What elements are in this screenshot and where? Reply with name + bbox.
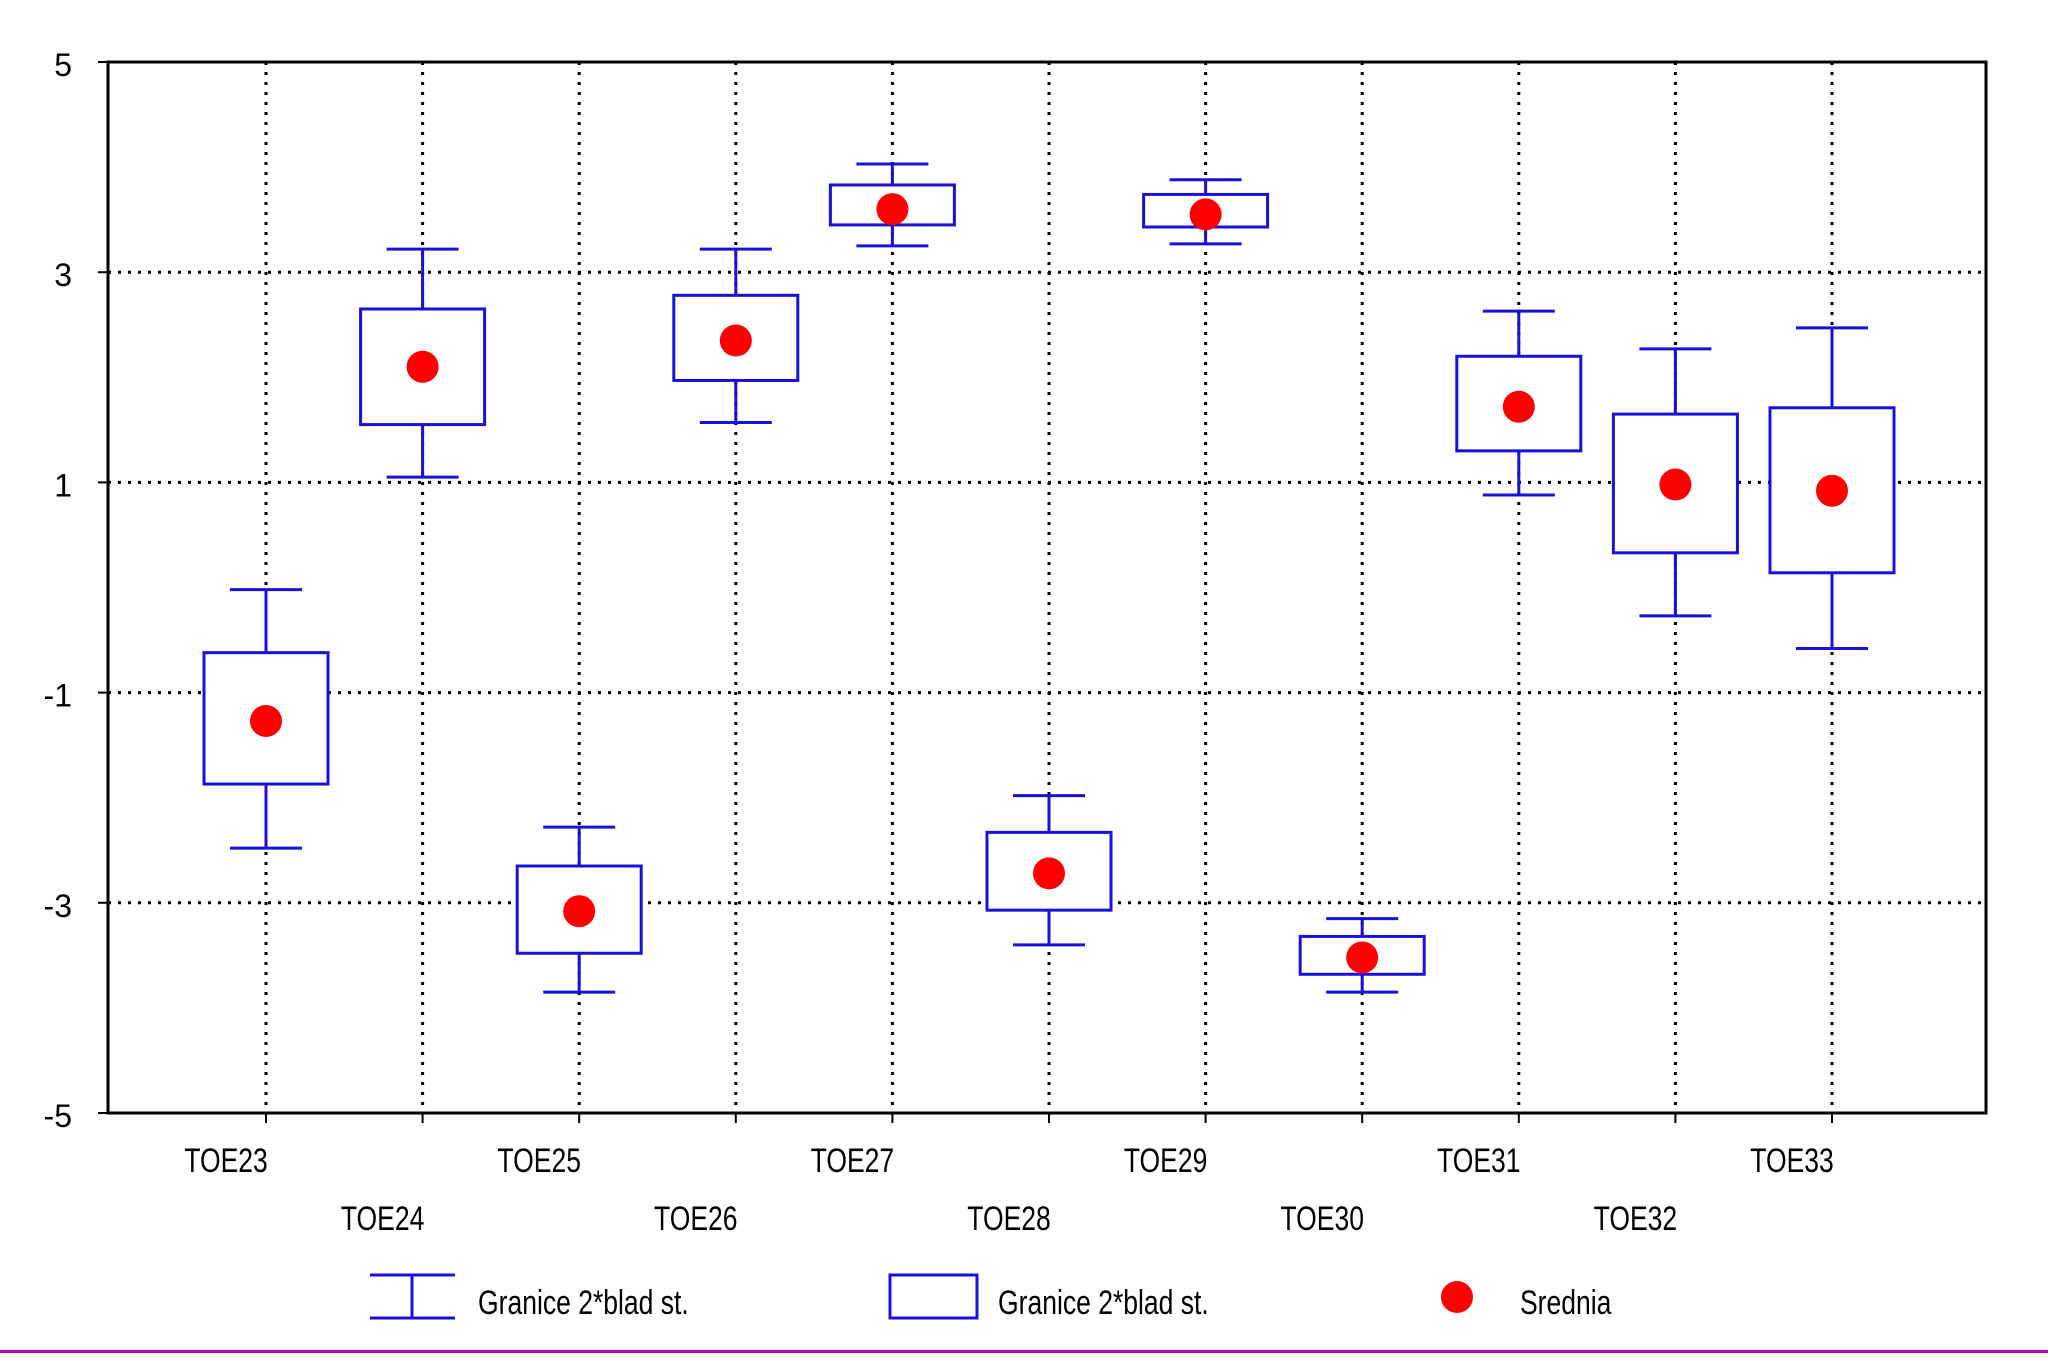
- x-tick-label: TOE33: [1750, 1142, 1834, 1180]
- box-group-toe27: [828, 162, 956, 248]
- legend-label: Granice 2*blad st.: [998, 1284, 1209, 1322]
- legend-label: Granice 2*blad st.: [478, 1284, 689, 1322]
- mean-point: [1659, 468, 1692, 501]
- mean-point: [563, 895, 596, 928]
- box-group-toe30: [1298, 917, 1426, 994]
- legend-item-box: Granice 2*blad st.: [888, 1273, 1209, 1322]
- legend-item-mean: Srednia: [1441, 1281, 1611, 1322]
- y-tick-label: -5: [44, 1098, 72, 1134]
- box-group-toe33: [1768, 326, 1896, 650]
- mean-point: [1189, 198, 1222, 231]
- y-tick-label: 1: [54, 467, 72, 503]
- box-group-toe26: [672, 247, 800, 424]
- axis-layer: 5 3 1 -1 -3 -5 TOE23 TOE24 TOE25 TOE26 TOE27 TOE28 T…: [44, 47, 1988, 1238]
- legend-box-symbol: [888, 1273, 979, 1320]
- y-tick-label: -3: [44, 888, 72, 924]
- mean-point: [1502, 390, 1535, 423]
- box-group-toe32: [1611, 347, 1739, 618]
- legend-item-whisker: Granice 2*blad st.: [370, 1273, 689, 1322]
- x-tick-label: TOE30: [1280, 1200, 1364, 1238]
- box: [672, 293, 800, 382]
- marks-layer: [202, 162, 1896, 994]
- grid-layer: [108, 62, 1986, 1113]
- mean-point: [250, 704, 282, 737]
- legend-label: Srednia: [1520, 1284, 1611, 1322]
- x-tick-label: TOE29: [1124, 1142, 1208, 1180]
- x-tick-label: TOE28: [967, 1200, 1051, 1238]
- mean-point: [406, 350, 439, 383]
- box-group-toe23: [202, 588, 330, 850]
- mean-point: [1346, 941, 1379, 974]
- box-group-toe28: [985, 794, 1113, 947]
- box-group-toe24: [359, 247, 487, 479]
- plot-frame: [106, 60, 1988, 1115]
- legend: Granice 2*blad st. Granice 2*blad st. Sred…: [370, 1273, 1611, 1322]
- x-tick-label: TOE31: [1437, 1142, 1521, 1180]
- legend-dot-symbol: [1441, 1281, 1473, 1313]
- box-group-toe29: [1142, 178, 1270, 246]
- x-tick-label: TOE26: [654, 1200, 738, 1238]
- mean-point: [876, 193, 909, 226]
- y-tick-label: 3: [54, 257, 72, 293]
- mean-point: [719, 324, 752, 357]
- y-tick-label: 5: [54, 47, 72, 83]
- mean-point: [1033, 857, 1065, 890]
- box-group-toe25: [515, 825, 643, 994]
- x-tick-label: TOE24: [341, 1200, 425, 1238]
- x-tick-label: TOE27: [811, 1142, 895, 1180]
- bottom-border-strip: [0, 1350, 2048, 1353]
- mean-point: [1816, 474, 1848, 507]
- x-tick-label: TOE32: [1594, 1200, 1678, 1238]
- y-tick-label: -1: [44, 678, 72, 714]
- x-tick-label: TOE25: [497, 1142, 581, 1180]
- box-group-toe31: [1455, 309, 1583, 497]
- x-tick-label: TOE23: [184, 1142, 268, 1180]
